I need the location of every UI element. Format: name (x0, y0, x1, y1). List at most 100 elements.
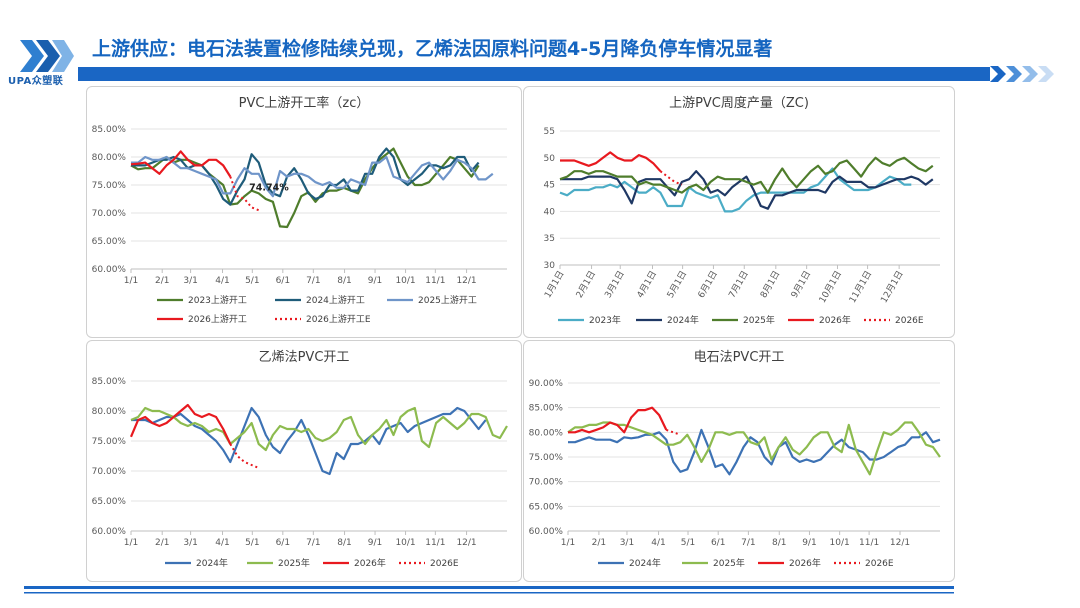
x-tick-label: 12/1 (890, 538, 910, 548)
chevron-right-icon (990, 64, 1060, 84)
legend-label: 2025年 (713, 557, 745, 569)
y-tick-label: 65.00% (92, 237, 127, 247)
x-tick-label: 8/1 (772, 538, 786, 548)
legend-label: 2023年 (589, 314, 621, 326)
x-tick-label: 11/1 (425, 276, 445, 286)
legend-label: 2026年 (819, 314, 851, 326)
y-tick-label: 65.00% (529, 502, 564, 512)
legend-label: 2026年 (789, 557, 821, 569)
chart-ethylene-rate: 乙烯法PVC开工 60.00% 65.00% 70.00% 75.00% 80.00% 85… (87, 341, 521, 581)
x-tick-label: 4/1 (215, 276, 229, 286)
x-tick-label: 8月1日 (758, 269, 782, 300)
y-tick-label: 75.00% (92, 437, 127, 447)
x-tick-label: 4/1 (215, 538, 229, 548)
x-tick-label: 8/1 (337, 538, 351, 548)
x-tick-label: 1/1 (124, 538, 138, 548)
series-line-1 (568, 423, 940, 475)
x-tick-label: 2月1日 (574, 269, 598, 300)
chart-panel-upstream-rate: PVC上游开工率（zc） 60.00% 65.00% 70.00% 75.00% 80.0… (86, 86, 522, 338)
legend-label: 2026年 (354, 557, 386, 569)
x-tick-label: 6/1 (276, 538, 290, 548)
chart-panel-ethylene-rate: 乙烯法PVC开工 60.00% 65.00% 70.00% 75.00% 80.00% 85… (86, 340, 522, 582)
chart-weekly-output: 上游PVC周度产量（ZC) 30 35 40 45 50 55 1月1日 2月1日 3月1日 4月1… (524, 87, 954, 337)
x-tick-label: 1/1 (124, 276, 138, 286)
series-line-2 (131, 157, 493, 196)
x-tick-label: 5月1日 (665, 269, 689, 300)
y-tick-label: 40 (544, 207, 556, 217)
y-tick-label: 85.00% (529, 404, 564, 414)
chart-panel-weekly-output: 上游PVC周度产量（ZC) 30 35 40 45 50 55 1月1日 2月1日 3月1日 4月1… (523, 86, 955, 338)
y-tick-label: 35 (544, 234, 555, 244)
legend-label: 2025上游开工 (418, 294, 477, 306)
x-tick-label: 6月1日 (696, 269, 720, 300)
x-tick-label: 7月1日 (727, 269, 751, 300)
x-tick-label: 12/1 (456, 538, 476, 548)
x-tick-label: 3/1 (183, 538, 197, 548)
x-tick-label: 11/1 (425, 538, 445, 548)
data-label: 74.74% (249, 182, 289, 193)
chart-upstream-rate: PVC上游开工率（zc）60.00%65.00%70.00%75.00%80.0… (87, 87, 521, 337)
y-tick-label: 70.00% (92, 209, 127, 219)
legend-label: 2026上游开工E (306, 313, 371, 325)
y-tick-label: 85.00% (92, 125, 127, 135)
y-tick-label: 70.00% (92, 467, 127, 477)
chart-title: 上游PVC周度产量（ZC) (669, 95, 809, 111)
legend-label: 2023上游开工 (188, 294, 247, 306)
chart-title: 电石法PVC开工 (694, 350, 785, 365)
x-tick-label: 6/1 (276, 276, 290, 286)
y-tick-label: 70.00% (529, 478, 564, 488)
x-tick-label: 9月1日 (789, 269, 813, 300)
legend-label: 2024年 (629, 557, 661, 569)
y-tick-label: 75.00% (92, 181, 127, 191)
x-tick-label: 10/1 (830, 538, 850, 548)
y-tick-label: 80.00% (92, 153, 127, 163)
title-bar (78, 67, 990, 81)
x-tick-label: 1/1 (561, 538, 575, 548)
x-tick-label: 4月1日 (635, 269, 659, 300)
x-tick-label: 8/1 (337, 276, 351, 286)
x-tick-label: 5/1 (245, 276, 259, 286)
x-tick-label: 4/1 (651, 538, 665, 548)
y-tick-label: 55 (544, 127, 555, 137)
x-tick-label: 3月1日 (603, 269, 627, 300)
legend-label: 2026上游开工 (188, 313, 247, 325)
chart-panel-carbide-rate: 电石法PVC开工 60.00% 65.00% 70.00% 75.00% 80.00% 85… (523, 340, 955, 582)
footer-divider (24, 586, 954, 598)
y-tick-label: 75.00% (529, 453, 564, 463)
x-tick-label: 10/1 (395, 276, 415, 286)
x-tick-label: 2/1 (155, 276, 169, 286)
y-tick-label: 90.00% (529, 379, 564, 389)
legend-label: 2025年 (743, 314, 775, 326)
x-tick-label: 3/1 (620, 538, 634, 548)
x-tick-label: 5/1 (681, 538, 695, 548)
x-tick-label: 11/1 (859, 538, 879, 548)
y-tick-label: 60.00% (92, 527, 127, 537)
y-tick-label: 65.00% (92, 497, 127, 507)
legend-label: 2024年 (667, 314, 699, 326)
legend-label: 2025年 (278, 557, 310, 569)
x-tick-label: 2/1 (155, 538, 169, 548)
series-line-3 (131, 151, 230, 176)
x-tick-label: 2/1 (592, 538, 606, 548)
x-tick-label: 7/1 (741, 538, 755, 548)
series-line-3 (230, 444, 258, 468)
y-tick-label: 80.00% (529, 428, 564, 438)
series-line-2 (568, 408, 666, 433)
page-title: 上游供应：电石法装置检修陆续兑现，乙烯法因原料问题4-5月降负停车情况显著 (92, 34, 772, 61)
legend-label: 2026E (430, 559, 459, 569)
y-tick-label: 60.00% (92, 265, 127, 275)
legend-label: 2026E (865, 559, 894, 569)
x-tick-label: 5/1 (245, 538, 259, 548)
x-tick-label: 10/1 (395, 538, 415, 548)
series-line-0 (568, 430, 940, 474)
x-tick-label: 6/1 (711, 538, 725, 548)
x-tick-label: 9/1 (368, 538, 382, 548)
y-tick-label: 45 (544, 181, 555, 191)
y-tick-label: 60.00% (529, 527, 564, 537)
x-tick-label: 1月1日 (542, 269, 566, 300)
y-tick-label: 80.00% (92, 407, 127, 417)
legend-label: 2024年 (196, 557, 228, 569)
logo-text: UPA众塑联 (8, 72, 63, 87)
x-tick-label: 12/1 (456, 276, 476, 286)
x-tick-label: 11月1日 (847, 269, 874, 305)
